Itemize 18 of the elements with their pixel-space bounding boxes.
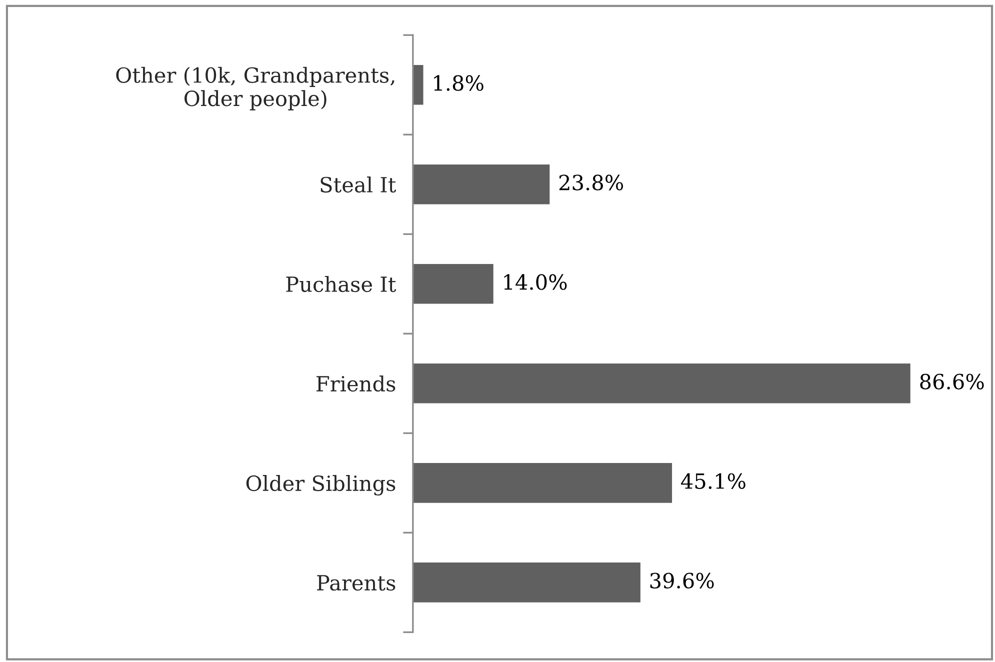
bar xyxy=(412,64,424,105)
y-tick-label: Other (10k, Grandparents, Older people) xyxy=(116,66,394,110)
data-label: 45.1% xyxy=(680,473,746,489)
y-tick-label: Friends xyxy=(316,375,396,392)
y-tick-label: Older Siblings xyxy=(246,475,396,496)
bar xyxy=(412,264,494,304)
data-label: 86.6% xyxy=(920,374,984,390)
bar xyxy=(412,562,640,602)
y-tick-label: Parents xyxy=(317,575,396,591)
bar xyxy=(412,463,672,503)
bar xyxy=(412,164,550,204)
data-label: 39.6% xyxy=(650,572,714,588)
y-tick-label: Steal It xyxy=(320,176,396,193)
y-tick-label: Puchase It xyxy=(286,276,396,292)
bar xyxy=(412,364,910,404)
data-label: 23.8% xyxy=(559,174,624,190)
data-label: 14.0% xyxy=(504,274,567,290)
data-label: 1.8% xyxy=(434,75,484,91)
